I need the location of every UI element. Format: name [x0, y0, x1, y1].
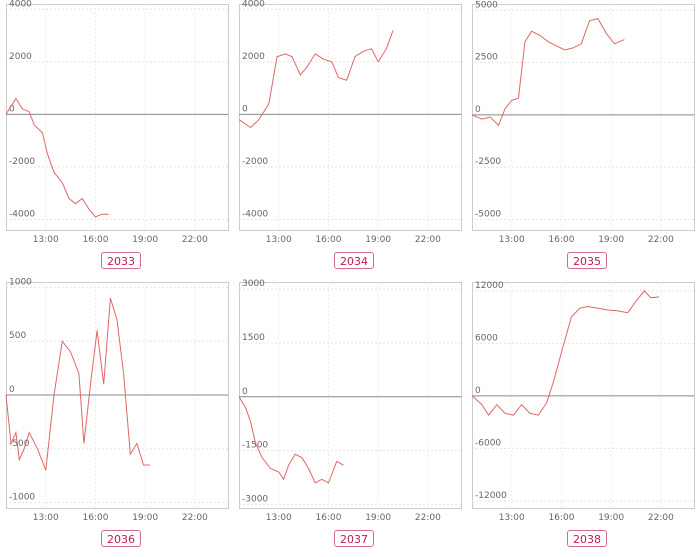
y-tick-label: 12000 — [475, 281, 504, 291]
x-tick-label: 19:00 — [365, 513, 391, 523]
y-tick-label: 3000 — [242, 279, 265, 289]
panel-label: 2037 — [334, 530, 374, 547]
x-tick-label: 16:00 — [82, 513, 108, 523]
y-tick-label: -2000 — [242, 157, 268, 167]
y-tick-label: -6000 — [475, 438, 501, 448]
y-tick-label: 4000 — [9, 0, 32, 9]
x-tick-label: 13:00 — [499, 513, 525, 523]
panel-label: 2036 — [101, 530, 141, 547]
x-tick-label: 19:00 — [132, 513, 158, 523]
panel-2034: 4000 2000 0 -2000 -4000 13:00 16:00 19:00 22:00 — [238, 0, 462, 245]
y-tick-label: -2000 — [9, 157, 35, 167]
x-tick-label: 16:00 — [315, 513, 341, 523]
y-tick-label: -3000 — [242, 494, 268, 504]
y-tick-label: 0 — [242, 104, 248, 114]
x-tick-label: 19:00 — [598, 513, 624, 523]
x-tick-label: 13:00 — [499, 235, 525, 245]
series-line — [471, 18, 625, 127]
series-line — [238, 396, 344, 484]
plot-frame — [239, 4, 462, 231]
x-tick-label: 13:00 — [33, 513, 59, 523]
y-tick-label: 2000 — [242, 52, 265, 62]
y-tick-label: -500 — [9, 439, 30, 449]
y-tick-label: 2500 — [475, 53, 498, 63]
panel-2038: 12000 6000 0 -6000 -12000 13:00 16:00 19:00 22:0… — [471, 281, 695, 523]
panel-label: 2035 — [567, 252, 607, 269]
plot-frame — [472, 4, 695, 231]
x-tick-label: 22:00 — [648, 513, 674, 523]
panel-2037: 3000 1500 0 -1500 -3000 13:00 16:00 19:00 22:00 — [238, 279, 462, 523]
panel-label: 2033 — [101, 252, 141, 269]
y-tick-label: 6000 — [475, 333, 498, 343]
x-tick-label: 19:00 — [365, 235, 391, 245]
y-tick-label: 0 — [475, 105, 481, 115]
series-line — [238, 30, 394, 129]
x-tick-label: 19:00 — [598, 235, 624, 245]
x-tick-label: 19:00 — [132, 235, 158, 245]
x-tick-label: 22:00 — [182, 235, 208, 245]
panel-2033: 4000 2000 0 -2000 -4000 13:00 16:00 19:00 22:00 — [5, 0, 229, 245]
panel-label: 2038 — [567, 530, 607, 547]
x-tick-label: 16:00 — [548, 513, 574, 523]
y-tick-label: -1500 — [242, 441, 268, 451]
x-tick-label: 22:00 — [415, 513, 441, 523]
x-tick-label: 13:00 — [266, 235, 292, 245]
panel-2036: 1000 500 0 -500 -1000 13:00 16:00 19:00 22:00 — [5, 277, 229, 523]
y-tick-label: -2500 — [475, 157, 501, 167]
x-tick-label: 13:00 — [33, 235, 59, 245]
plot-frame — [6, 4, 229, 231]
y-tick-label: 2000 — [9, 52, 32, 62]
y-tick-label: -1000 — [9, 493, 35, 503]
y-tick-label: -4000 — [242, 209, 268, 219]
y-tick-label: -5000 — [475, 210, 501, 220]
x-tick-label: 22:00 — [182, 513, 208, 523]
y-tick-label: 5000 — [475, 0, 498, 10]
series-line — [5, 97, 109, 218]
y-tick-label: 500 — [9, 331, 26, 341]
x-tick-label: 16:00 — [548, 235, 574, 245]
panel-label: 2034 — [334, 252, 374, 269]
series-line — [471, 290, 660, 416]
y-tick-label: 0 — [242, 387, 248, 397]
y-tick-label: -12000 — [475, 491, 507, 501]
x-tick-label: 16:00 — [82, 235, 108, 245]
series-line — [5, 297, 151, 471]
y-tick-label: 1000 — [9, 277, 32, 287]
panel-2035: 5000 2500 0 -2500 -5000 13:00 16:00 19:00 22:00 — [471, 0, 695, 245]
x-tick-label: 22:00 — [648, 235, 674, 245]
y-tick-label: 4000 — [242, 0, 265, 9]
y-tick-label: -4000 — [9, 209, 35, 219]
y-tick-label: 0 — [9, 385, 15, 395]
y-tick-label: 0 — [9, 104, 15, 114]
x-tick-label: 22:00 — [415, 235, 441, 245]
x-tick-label: 16:00 — [315, 235, 341, 245]
x-tick-label: 13:00 — [266, 513, 292, 523]
y-tick-label: 0 — [475, 386, 481, 396]
y-tick-label: 1500 — [242, 333, 265, 343]
